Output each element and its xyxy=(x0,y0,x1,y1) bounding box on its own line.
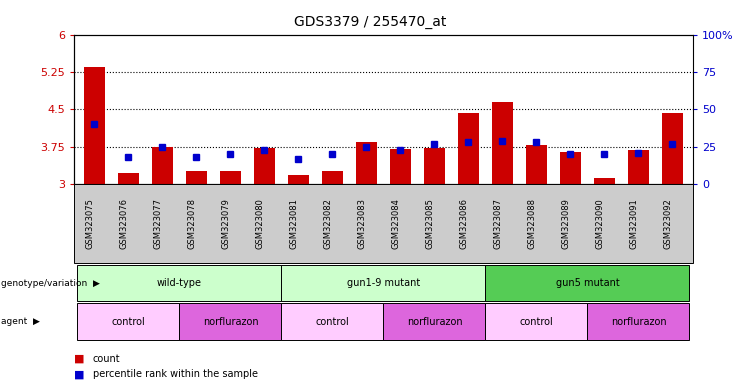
Bar xyxy=(153,147,173,184)
Text: GSM323086: GSM323086 xyxy=(459,198,468,249)
Text: GSM323089: GSM323089 xyxy=(562,198,571,249)
Bar xyxy=(492,102,513,184)
Text: GSM323082: GSM323082 xyxy=(324,198,333,249)
Text: GSM323076: GSM323076 xyxy=(119,198,128,249)
Text: GSM323088: GSM323088 xyxy=(528,198,536,249)
Text: GSM323092: GSM323092 xyxy=(663,198,672,249)
Text: GSM323080: GSM323080 xyxy=(256,198,265,249)
Text: GSM323091: GSM323091 xyxy=(629,198,639,249)
Text: GSM323085: GSM323085 xyxy=(425,198,434,249)
Bar xyxy=(322,171,342,184)
Bar xyxy=(628,151,648,184)
Bar xyxy=(594,178,614,184)
Text: gun5 mutant: gun5 mutant xyxy=(556,278,619,288)
Bar xyxy=(560,152,581,184)
Text: norflurazon: norflurazon xyxy=(611,316,666,327)
Text: wild-type: wild-type xyxy=(157,278,202,288)
Text: GSM323079: GSM323079 xyxy=(222,198,230,249)
Bar xyxy=(220,171,241,184)
Text: percentile rank within the sample: percentile rank within the sample xyxy=(93,369,258,379)
Text: control: control xyxy=(112,316,145,327)
Text: count: count xyxy=(93,354,120,364)
Text: control: control xyxy=(316,316,349,327)
Bar xyxy=(84,67,104,184)
Text: GSM323078: GSM323078 xyxy=(187,198,196,249)
Text: GSM323077: GSM323077 xyxy=(153,198,162,249)
Text: ■: ■ xyxy=(74,369,84,379)
Bar xyxy=(458,113,479,184)
Text: genotype/variation  ▶: genotype/variation ▶ xyxy=(1,279,99,288)
Bar xyxy=(254,148,275,184)
Text: control: control xyxy=(519,316,554,327)
Bar xyxy=(119,173,139,184)
Text: GSM323090: GSM323090 xyxy=(596,198,605,249)
Text: norflurazon: norflurazon xyxy=(203,316,259,327)
Bar xyxy=(288,175,309,184)
Text: GSM323083: GSM323083 xyxy=(357,198,367,249)
Text: agent  ▶: agent ▶ xyxy=(1,317,39,326)
Text: GSM323084: GSM323084 xyxy=(391,198,400,249)
Text: GSM323075: GSM323075 xyxy=(85,198,95,249)
Text: norflurazon: norflurazon xyxy=(407,316,462,327)
Bar xyxy=(356,142,376,184)
Text: gun1-9 mutant: gun1-9 mutant xyxy=(347,278,420,288)
Bar xyxy=(425,148,445,184)
Text: ■: ■ xyxy=(74,354,84,364)
Text: GDS3379 / 255470_at: GDS3379 / 255470_at xyxy=(294,15,447,29)
Text: GSM323087: GSM323087 xyxy=(494,198,502,249)
Bar xyxy=(186,171,207,184)
Bar xyxy=(391,149,411,184)
Text: GSM323081: GSM323081 xyxy=(290,198,299,249)
Bar xyxy=(662,113,682,184)
Bar xyxy=(526,146,547,184)
